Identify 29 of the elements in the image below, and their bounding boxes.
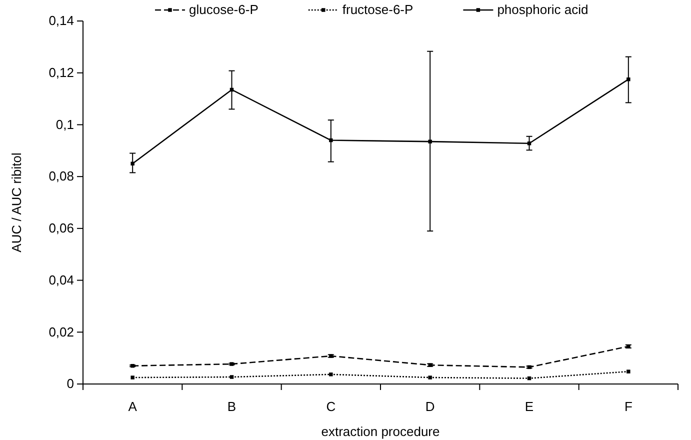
x-tick-label: F <box>624 399 632 414</box>
x-tick-label: D <box>425 399 435 414</box>
point <box>527 142 532 146</box>
x-tick-label: B <box>227 399 236 414</box>
y-axis-title: AUC / AUC ribitol <box>9 152 24 252</box>
x-tick-label: A <box>128 399 138 414</box>
legend-label: phosphoric acid <box>497 2 588 17</box>
point <box>329 372 333 376</box>
y-tick-label: 0,04 <box>48 272 74 288</box>
point <box>130 376 134 380</box>
point <box>428 140 432 144</box>
y-tick-label: 0 <box>66 376 74 392</box>
x-tick-label: C <box>326 399 336 414</box>
point <box>626 370 630 374</box>
point <box>230 375 234 379</box>
y-tick-label: 0,02 <box>48 324 74 340</box>
legend-label: glucose-6-P <box>189 2 258 17</box>
y-tick-label: 0,06 <box>48 220 74 236</box>
y-tick-label: 0,14 <box>48 13 74 28</box>
x-tick-label: E <box>524 399 534 414</box>
x-axis-title: extraction procedure <box>321 424 440 439</box>
y-tick-label: 0,08 <box>48 168 74 184</box>
point <box>130 162 134 166</box>
point <box>626 77 630 82</box>
point <box>428 376 432 380</box>
y-tick-label: 0,12 <box>48 65 74 80</box>
legend-label: fructose-6-P <box>342 2 414 17</box>
y-tick-label: 0,1 <box>56 116 74 132</box>
point <box>329 138 333 142</box>
